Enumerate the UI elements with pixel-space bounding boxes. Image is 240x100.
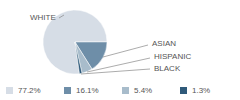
- svg-text:16.1%: 16.1%: [76, 86, 99, 95]
- svg-text:1.3%: 1.3%: [192, 86, 210, 95]
- svg-text:WHITE: WHITE: [30, 13, 56, 22]
- svg-text:BLACK: BLACK: [154, 64, 181, 73]
- svg-text:5.4%: 5.4%: [134, 86, 152, 95]
- svg-text:HISPANIC: HISPANIC: [154, 52, 191, 61]
- svg-text:ASIAN: ASIAN: [152, 39, 176, 48]
- svg-text:77.2%: 77.2%: [18, 86, 41, 95]
